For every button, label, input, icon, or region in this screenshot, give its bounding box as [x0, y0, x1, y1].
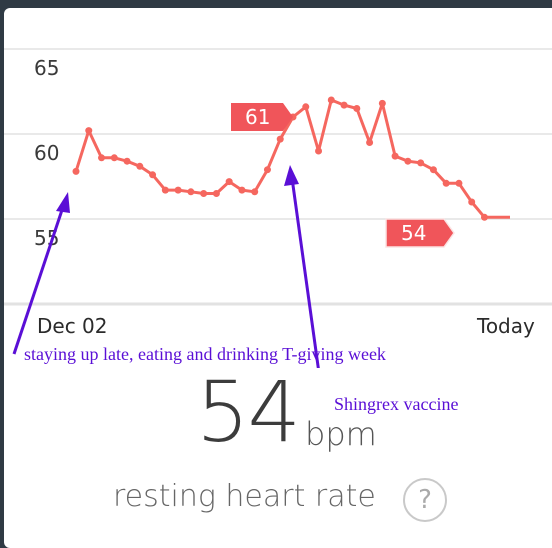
data-point[interactable] — [480, 213, 488, 221]
data-point[interactable] — [302, 103, 310, 111]
data-point[interactable] — [85, 127, 93, 135]
x-label-end: Today — [476, 314, 535, 338]
data-point[interactable] — [429, 166, 437, 174]
data-point[interactable] — [442, 179, 450, 187]
data-point[interactable] — [225, 178, 233, 186]
annotation-arrow-right — [284, 165, 320, 368]
resting-heart-rate-chart: 65 60 55 61 54 Dec 02 Today staying up l… — [4, 48, 552, 368]
data-point[interactable] — [161, 186, 169, 194]
callout-label: 54 — [401, 221, 426, 245]
help-icon-button[interactable]: ? — [403, 478, 447, 522]
data-point[interactable] — [212, 190, 220, 197]
data-point[interactable] — [174, 186, 182, 194]
data-point[interactable] — [251, 188, 259, 196]
metric-label: resting heart rate — [113, 479, 376, 514]
value-callout-54[interactable]: 54 — [385, 218, 455, 248]
data-point[interactable] — [353, 105, 361, 112]
data-point[interactable] — [98, 154, 106, 162]
data-point[interactable] — [455, 179, 463, 187]
data-point[interactable] — [263, 166, 271, 174]
data-point[interactable] — [72, 167, 80, 175]
annotation-arrow-left — [12, 192, 70, 355]
data-point[interactable] — [391, 152, 399, 160]
unit-label: bpm — [305, 415, 377, 453]
x-label-start: Dec 02 — [37, 314, 108, 338]
data-point[interactable] — [404, 157, 412, 165]
data-point[interactable] — [340, 101, 348, 109]
data-point[interactable] — [468, 198, 476, 206]
data-point[interactable] — [136, 162, 144, 170]
data-point[interactable] — [200, 190, 208, 197]
resting-heart-rate-value: 54 — [196, 363, 301, 461]
y-tick-label: 65 — [34, 56, 59, 80]
y-tick-label: 60 — [34, 141, 59, 165]
data-point[interactable] — [417, 159, 425, 167]
series-layer — [72, 96, 510, 221]
annotation-left: staying up late, eating and drinking T-g… — [24, 344, 386, 364]
value-callout-61[interactable]: 61 — [231, 103, 293, 131]
data-point[interactable] — [378, 99, 386, 107]
data-point[interactable] — [276, 135, 284, 143]
data-point[interactable] — [187, 188, 195, 196]
data-point[interactable] — [123, 157, 131, 165]
data-point[interactable] — [238, 186, 246, 194]
data-point[interactable] — [366, 139, 374, 146]
data-point[interactable] — [149, 171, 157, 179]
data-point[interactable] — [110, 154, 118, 162]
data-point[interactable] — [315, 147, 323, 155]
heart-rate-card: 65 60 55 61 54 Dec 02 Today staying up l… — [4, 8, 552, 548]
callout-label: 61 — [245, 105, 270, 129]
data-point[interactable] — [327, 96, 335, 104]
